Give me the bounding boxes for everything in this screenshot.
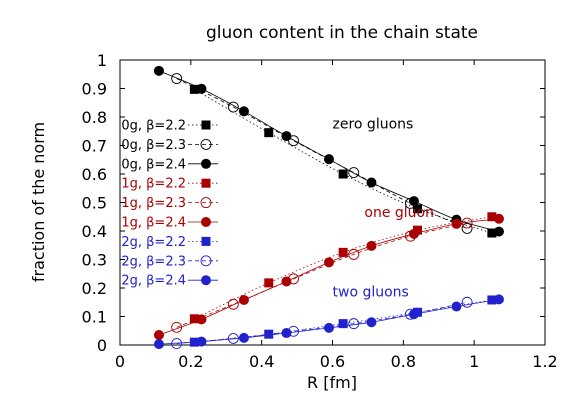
data-point	[366, 240, 377, 251]
legend-label: 1g, β=2.2	[121, 177, 186, 192]
x-tick-label: 0.2	[178, 352, 203, 371]
legend-label: 1g, β=2.3	[121, 196, 186, 211]
data-point	[153, 339, 164, 350]
legend-label: 2g, β=2.2	[121, 235, 186, 250]
data-point	[323, 154, 334, 165]
series-curve-5	[158, 218, 500, 336]
data-point	[153, 330, 164, 341]
legend-marker	[201, 178, 211, 188]
data-point	[451, 301, 462, 312]
data-point	[288, 135, 299, 147]
data-point	[348, 248, 360, 260]
legend-marker	[201, 275, 211, 286]
data-point	[338, 247, 348, 257]
y-tick-label: 1	[97, 51, 107, 70]
series-curve-4	[176, 222, 468, 328]
legend-marker	[200, 138, 212, 150]
data-point	[413, 204, 422, 214]
series-curves	[158, 70, 500, 345]
y-tick-label: 0.6	[82, 165, 107, 184]
x-axis-title: R [fm]	[307, 373, 357, 392]
data-point	[348, 318, 360, 330]
y-tick-label: 0.7	[82, 137, 107, 156]
data-point	[461, 222, 473, 234]
data-point	[408, 228, 419, 239]
y-tick-label: 0.2	[82, 279, 107, 298]
data-point	[366, 317, 377, 328]
data-point	[227, 101, 239, 113]
data-point	[323, 322, 334, 333]
data-point	[408, 309, 419, 320]
legend-label: 2g, β=2.4	[121, 274, 186, 289]
data-point	[238, 332, 249, 343]
series-curve-7	[176, 301, 468, 344]
legend-label: 0g, β=2.2	[121, 119, 186, 134]
series-curve-3	[194, 216, 492, 320]
data-point	[281, 131, 292, 142]
y-tick-label: 0.5	[82, 194, 107, 213]
axis-ticks: 0 0.2 0.4 0.6 0.8 1 1.2 0 0.1 0.2 0.3 0.4 0.5 0.6 0.7 0…	[82, 51, 558, 371]
x-tick-label: 0	[115, 352, 125, 371]
data-point	[171, 73, 183, 84]
x-tick-label: 0.6	[320, 352, 345, 371]
data-point	[171, 321, 183, 333]
data-point	[153, 65, 164, 76]
data-point	[461, 296, 473, 308]
y-tick-label: 0.1	[82, 308, 107, 327]
chart-title: gluon content in the chain state	[206, 23, 478, 43]
legend-marker	[201, 120, 211, 130]
series-markers	[153, 65, 504, 350]
data-point	[238, 106, 249, 117]
data-point	[264, 278, 274, 288]
curve-annotations: zero gluons one gluon two gluons	[333, 116, 434, 300]
y-tick-label: 0.9	[82, 80, 107, 99]
legend-marker	[201, 217, 211, 227]
legend-label: 2g, β=2.3	[121, 254, 186, 269]
data-point	[196, 314, 207, 325]
y-tick-label: 0.3	[82, 251, 107, 270]
y-axis-title: fraction of the norm	[29, 122, 48, 282]
legend-marker	[200, 255, 212, 267]
x-tick-label: 1	[469, 352, 479, 371]
data-point	[493, 213, 504, 224]
data-point	[264, 329, 274, 339]
y-tick-label: 0.8	[82, 108, 107, 127]
data-point	[196, 336, 207, 347]
legend-marker	[200, 197, 212, 209]
data-point	[338, 319, 348, 329]
data-point	[348, 167, 360, 179]
y-tick-label: 0	[97, 336, 107, 355]
data-point	[281, 276, 292, 287]
legend-label: 0g, β=2.3	[121, 138, 186, 153]
x-tick-label: 1.2	[532, 352, 557, 371]
data-point	[171, 338, 183, 350]
data-point	[461, 217, 473, 229]
data-point	[227, 332, 239, 344]
annotation-label: two gluons	[333, 285, 409, 301]
data-point	[264, 128, 274, 138]
legend: 0g, β=2.2 0g, β=2.3 0g, β=2.4 1g, β=2.2 1g, …	[121, 119, 218, 289]
legend-label: 0g, β=2.4	[121, 157, 186, 172]
x-tick-label: 0.8	[391, 352, 416, 371]
x-tick-label: 0.4	[249, 352, 274, 371]
data-point	[227, 298, 239, 310]
data-point	[408, 196, 419, 207]
data-point	[238, 294, 249, 305]
data-point	[366, 177, 377, 188]
data-point	[196, 83, 207, 94]
data-point	[493, 294, 504, 305]
legend-label: 1g, β=2.4	[121, 216, 186, 231]
annotation-label: one gluon	[364, 205, 434, 221]
legend-marker	[201, 236, 211, 246]
data-point	[451, 218, 462, 229]
legend-marker	[201, 158, 211, 169]
data-point	[493, 226, 504, 237]
annotation-label: zero gluons	[333, 116, 414, 132]
data-point	[281, 328, 292, 339]
data-point	[338, 169, 348, 179]
data-point	[323, 257, 334, 268]
y-tick-label: 0.4	[82, 222, 107, 241]
